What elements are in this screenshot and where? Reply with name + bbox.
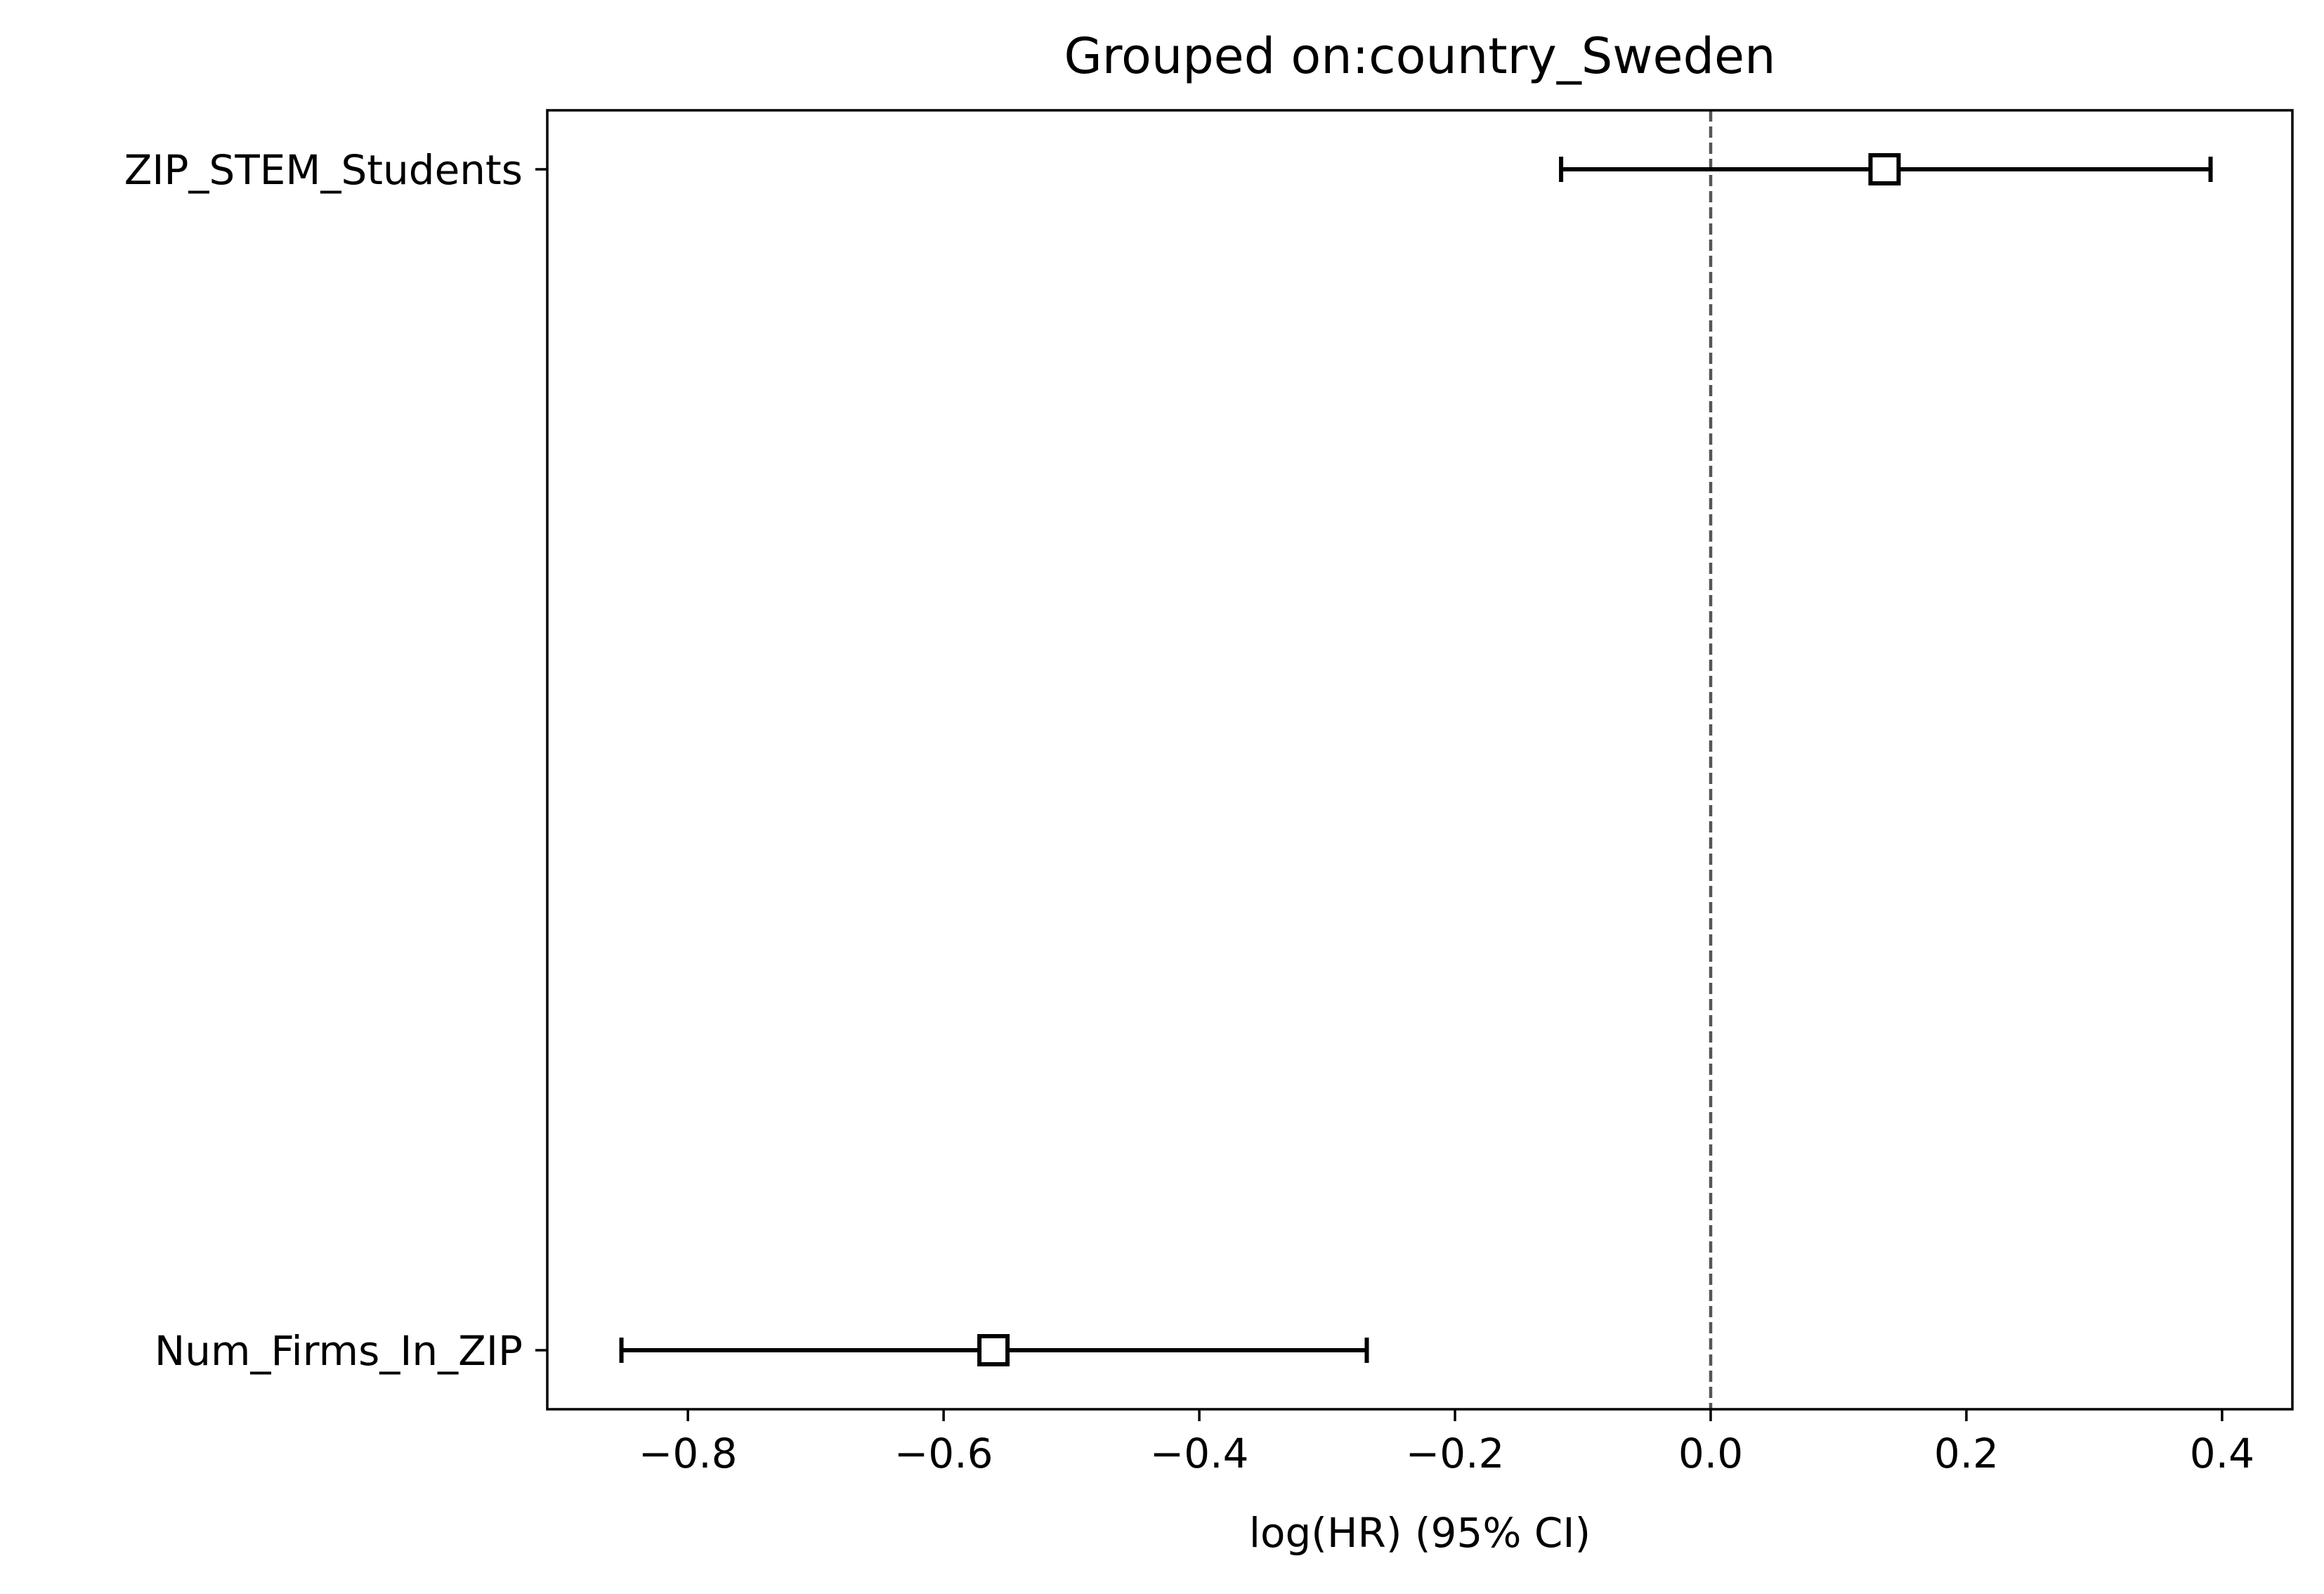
x-tick-label: −0.2 — [1406, 1430, 1505, 1477]
plot-frame — [546, 109, 2294, 1411]
y-axis: ZIP_STEM_Students Num_Firms_In_ZIP — [124, 146, 547, 1375]
y-tick-label: Num_Firms_In_ZIP — [155, 1327, 523, 1375]
x-tick-label: 0.0 — [1678, 1430, 1743, 1477]
x-tick-label: −0.8 — [639, 1430, 738, 1477]
y-tick-label: ZIP_STEM_Students — [124, 146, 523, 194]
coef-marker — [977, 1334, 1010, 1366]
x-tick-label: 0.2 — [1934, 1430, 1999, 1477]
coef-marker — [1868, 153, 1901, 185]
x-tick-label: −0.4 — [1150, 1430, 1249, 1477]
x-tick-label: 0.4 — [2190, 1430, 2254, 1477]
chart-title: Grouped on:country_Sweden — [1064, 27, 1776, 85]
x-axis-label: log(HR) (95% CI) — [1249, 1509, 1591, 1557]
x-tick-label: −0.6 — [894, 1430, 993, 1477]
x-axis: −0.8 −0.6 −0.4 −0.2 0.0 0.2 0.4 — [639, 1409, 2254, 1477]
data-marks — [619, 153, 2213, 1366]
